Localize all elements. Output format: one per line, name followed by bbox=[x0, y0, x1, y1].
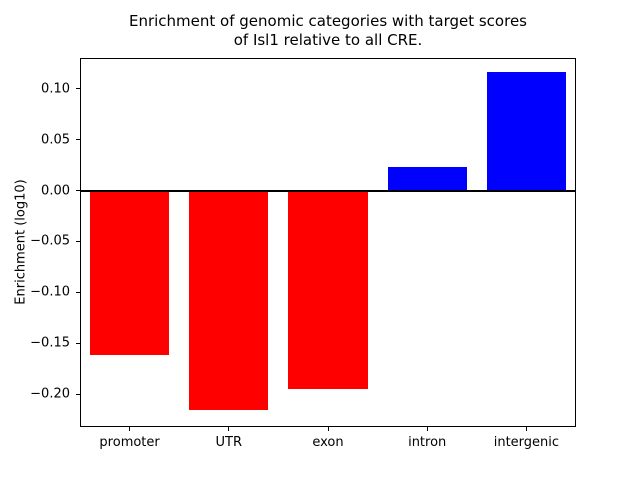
y-tick-mark bbox=[76, 240, 80, 242]
x-tick-mark bbox=[525, 427, 527, 431]
bar-promoter bbox=[89, 190, 170, 355]
chart-title-line1: Enrichment of genomic categories with ta… bbox=[128, 12, 527, 30]
x-tick-label: intergenic bbox=[493, 435, 560, 450]
chart-title: Enrichment of genomic categories with ta… bbox=[80, 12, 576, 50]
x-tick-label: intron bbox=[408, 435, 447, 450]
y-tick-label: −0.10 bbox=[30, 284, 70, 300]
y-tick-label: 0.00 bbox=[41, 183, 70, 198]
x-tick-label: UTR bbox=[215, 435, 243, 450]
y-tick-mark bbox=[76, 88, 80, 90]
bar-intergenic bbox=[486, 72, 567, 191]
x-tick-mark bbox=[129, 427, 131, 431]
y-tick-label: −0.15 bbox=[30, 335, 70, 351]
chart-title-line2: of Isl1 relative to all CRE. bbox=[233, 30, 423, 49]
y-tick-mark bbox=[76, 291, 80, 293]
y-tick-mark bbox=[76, 393, 80, 395]
y-tick-label: −0.20 bbox=[30, 386, 70, 402]
x-tick-mark bbox=[327, 427, 329, 431]
bar-intron bbox=[387, 167, 467, 191]
y-tick-mark bbox=[76, 190, 80, 191]
x-tick-mark bbox=[426, 427, 428, 431]
zero-line bbox=[80, 189, 576, 192]
x-tick-mark bbox=[228, 427, 230, 431]
bar-UTR bbox=[189, 190, 269, 410]
y-tick-label: −0.05 bbox=[30, 233, 70, 249]
y-tick-mark bbox=[76, 342, 80, 344]
y-tick-label: 0.05 bbox=[41, 132, 70, 148]
x-tick-label: exon bbox=[312, 435, 344, 450]
y-tick-mark bbox=[76, 139, 80, 141]
y-tick-label: 0.10 bbox=[41, 81, 70, 97]
x-tick-label: promoter bbox=[99, 435, 160, 450]
bar-exon bbox=[288, 190, 368, 390]
